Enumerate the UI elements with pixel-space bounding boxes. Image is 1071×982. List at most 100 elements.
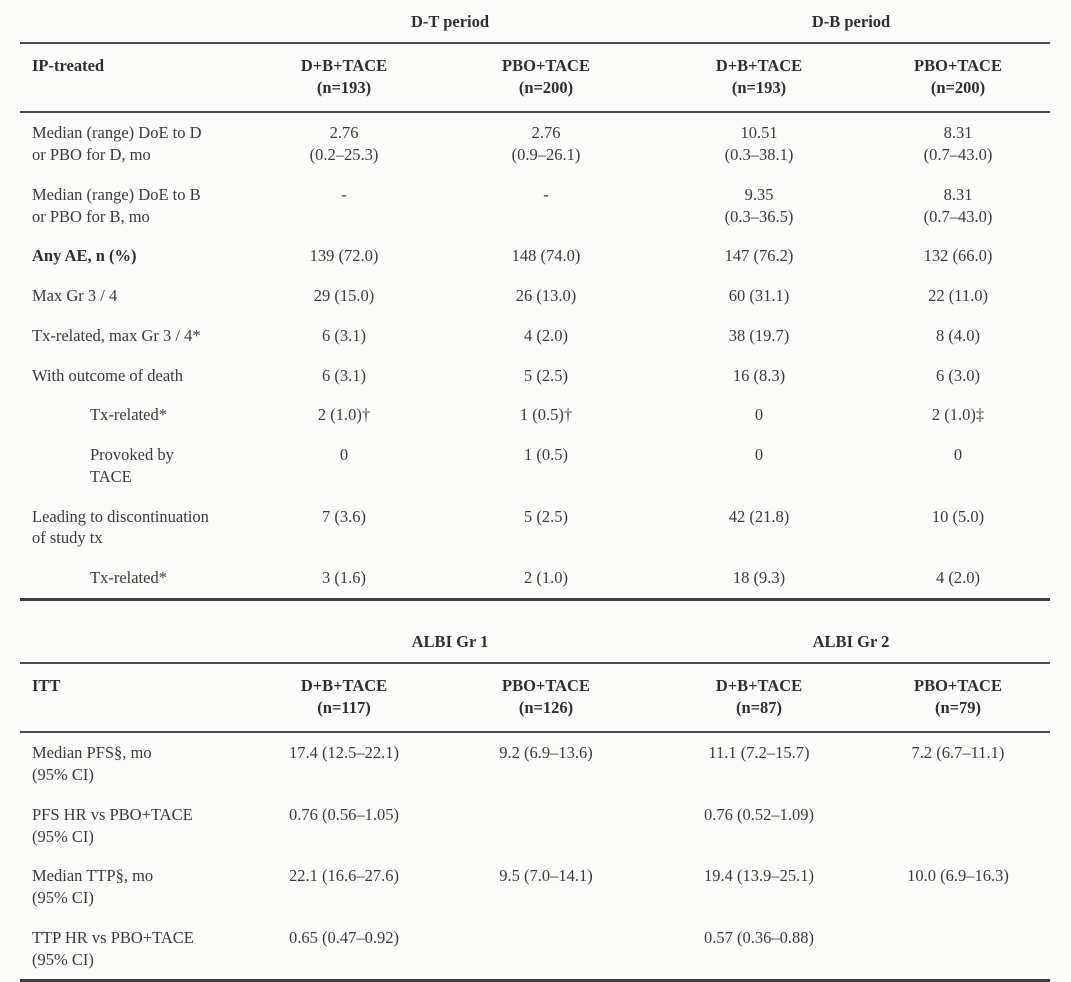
data-cell: 3 (1.6) — [322, 568, 366, 588]
row-label: Leading to discontinuation of study tx — [32, 506, 209, 548]
data-cell: 22 (11.0) — [928, 286, 988, 306]
column-header: D+B+TACE (n=193) — [652, 42, 867, 114]
data-cell: 0.76 (0.52–1.09) — [704, 804, 814, 824]
row-label: Tx-related, max Gr 3 / 4* — [32, 325, 201, 345]
data-cell: 0 — [953, 445, 963, 465]
data-cell: - — [341, 184, 347, 204]
data-cell: 9.35 (0.3–36.5) — [724, 184, 794, 226]
data-cell: 139 (72.0) — [309, 246, 379, 266]
data-cell: 11.1 (7.2–15.7) — [708, 743, 810, 763]
data-cell — [866, 918, 1050, 981]
data-cell: 2 (1.0) — [524, 568, 568, 588]
data-cell: 7.2 (6.7–11.1) — [911, 743, 1005, 763]
data-cell: 148 (74.0) — [511, 246, 581, 266]
data-cell: 18 (9.3) — [732, 568, 786, 588]
data-cell: 22.1 (16.6–27.6) — [289, 866, 399, 886]
data-cell: 0 — [754, 445, 764, 465]
table-row: Any AE, n (%) 139 (72.0) 148 (74.0) 147 … — [20, 236, 1050, 276]
table-row: TTP HR vs PBO+TACE (95% CI) 0.65 (0.47–0… — [20, 918, 1050, 981]
data-cell: 1 (0.5) — [524, 445, 568, 465]
efficacy-table: ALBI Gr 1 ALBI Gr 2 ITT D+B+TACE (n=117)… — [20, 617, 1050, 982]
data-cell: 10 (5.0) — [931, 506, 985, 526]
table-row: Max Gr 3 / 4 29 (15.0) 26 (13.0) 60 (31.… — [20, 276, 1050, 316]
efficacy-header-row: ITT D+B+TACE (n=117) PBO+TACE (n=126) D+… — [20, 662, 1050, 734]
data-cell: 5 (2.5) — [524, 365, 568, 385]
row-label: Tx-related* — [90, 405, 167, 425]
row-label: Median (range) DoE to B or PBO for B, mo — [32, 184, 201, 226]
table-row: Tx-related* 2 (1.0)† 1 (0.5)† 0 2 (1.0)‡ — [20, 395, 1050, 435]
row-label: Max Gr 3 / 4 — [32, 286, 118, 306]
data-cell: 6 (3.1) — [322, 365, 366, 385]
row-label: TTP HR vs PBO+TACE (95% CI) — [32, 927, 194, 969]
data-cell: 2.76 (0.2–25.3) — [309, 123, 379, 165]
data-cell: 0 — [754, 405, 764, 425]
data-cell: 4 (2.0) — [936, 568, 981, 588]
data-cell: 132 (66.0) — [923, 246, 993, 266]
table-row: Provoked by TACE 0 1 (0.5) 0 0 — [20, 435, 1050, 497]
stub-header-itt: ITT — [20, 662, 248, 734]
data-cell: 9.2 (6.9–13.6) — [499, 743, 593, 763]
data-cell: 8.31 (0.7–43.0) — [923, 184, 993, 226]
column-header: PBO+TACE (n=200) — [440, 42, 653, 114]
table-row: Median TTP§, mo (95% CI) 22.1 (16.6–27.6… — [20, 856, 1050, 918]
data-cell: 8.31 (0.7–43.0) — [923, 123, 993, 165]
table-row: Median (range) DoE to B or PBO for B, mo… — [20, 175, 1050, 237]
efficacy-spanner-row: ALBI Gr 1 ALBI Gr 2 — [20, 617, 1050, 664]
data-cell: - — [543, 184, 549, 204]
spanner-albi-gr1: ALBI Gr 1 — [248, 617, 652, 664]
data-cell: 10.0 (6.9–16.3) — [907, 866, 1009, 886]
table-row: Tx-related, max Gr 3 / 4* 6 (3.1) 4 (2.0… — [20, 316, 1050, 356]
spanner-spacer — [20, 6, 248, 44]
safety-header-row: IP-treated D+B+TACE (n=193) PBO+TACE (n=… — [20, 42, 1051, 114]
table-row: Leading to discontinuation of study tx 7… — [20, 497, 1050, 559]
data-cell: 5 (2.5) — [524, 506, 568, 526]
table-row: Median PFS§, mo (95% CI) 17.4 (12.5–22.1… — [20, 732, 1050, 795]
data-cell: 9.5 (7.0–14.1) — [499, 866, 593, 886]
data-cell: 0 — [339, 445, 349, 465]
table-row: Tx-related* 3 (1.6) 2 (1.0) 18 (9.3) 4 (… — [20, 558, 1050, 599]
table-row: With outcome of death 6 (3.1) 5 (2.5) 16… — [20, 356, 1050, 396]
data-cell: 7 (3.6) — [322, 506, 366, 526]
data-cell: 1 (0.5)† — [519, 405, 573, 425]
row-label: Median TTP§, mo (95% CI) — [32, 866, 154, 908]
spanner-db-period: D-B period — [652, 6, 1051, 44]
data-cell: 16 (8.3) — [732, 365, 786, 385]
spanner-dt-period: D-T period — [248, 6, 653, 44]
data-cell — [866, 795, 1050, 857]
data-cell: 29 (15.0) — [313, 286, 375, 306]
column-header: D+B+TACE (n=193) — [248, 42, 440, 114]
column-header: PBO+TACE (n=126) — [440, 662, 652, 734]
data-cell: 2 (1.0)‡ — [931, 405, 985, 425]
stub-header-ip-treated: IP-treated — [20, 42, 248, 114]
data-cell: 0.65 (0.47–0.92) — [289, 927, 399, 947]
data-cell: 26 (13.0) — [515, 286, 577, 306]
column-header: D+B+TACE (n=117) — [248, 662, 440, 734]
data-cell: 6 (3.1) — [322, 325, 366, 345]
row-label: PFS HR vs PBO+TACE (95% CI) — [32, 804, 193, 846]
data-cell: 6 (3.0) — [936, 365, 981, 385]
spanner-albi-gr2: ALBI Gr 2 — [652, 617, 1050, 664]
data-cell: 19.4 (13.9–25.1) — [704, 866, 814, 886]
data-cell: 38 (19.7) — [728, 325, 790, 345]
data-cell: 0.57 (0.36–0.88) — [704, 927, 814, 947]
row-label: Tx-related* — [90, 568, 167, 588]
data-cell — [440, 795, 652, 857]
safety-table: D-T period D-B period IP-treated D+B+TAC… — [20, 6, 1051, 602]
data-cell: 60 (31.1) — [728, 286, 790, 306]
data-cell: 2 (1.0)† — [317, 405, 371, 425]
table-row: PFS HR vs PBO+TACE (95% CI) 0.76 (0.56–1… — [20, 795, 1050, 857]
data-cell: 4 (2.0) — [524, 325, 568, 345]
row-label: Median PFS§, mo (95% CI) — [32, 743, 152, 785]
spanner-spacer — [20, 617, 248, 664]
data-cell: 8 (4.0) — [936, 325, 981, 345]
row-label: With outcome of death — [32, 365, 183, 385]
row-label: Provoked by TACE — [90, 445, 174, 486]
data-cell: 0.76 (0.56–1.05) — [289, 804, 399, 824]
row-label: Any AE, n (%) — [32, 246, 137, 266]
column-header: D+B+TACE (n=87) — [652, 662, 866, 734]
column-header: PBO+TACE (n=200) — [866, 42, 1051, 114]
data-cell — [440, 918, 652, 981]
data-cell: 2.76 (0.9–26.1) — [511, 123, 581, 165]
data-cell: 10.51 (0.3–38.1) — [724, 123, 794, 165]
